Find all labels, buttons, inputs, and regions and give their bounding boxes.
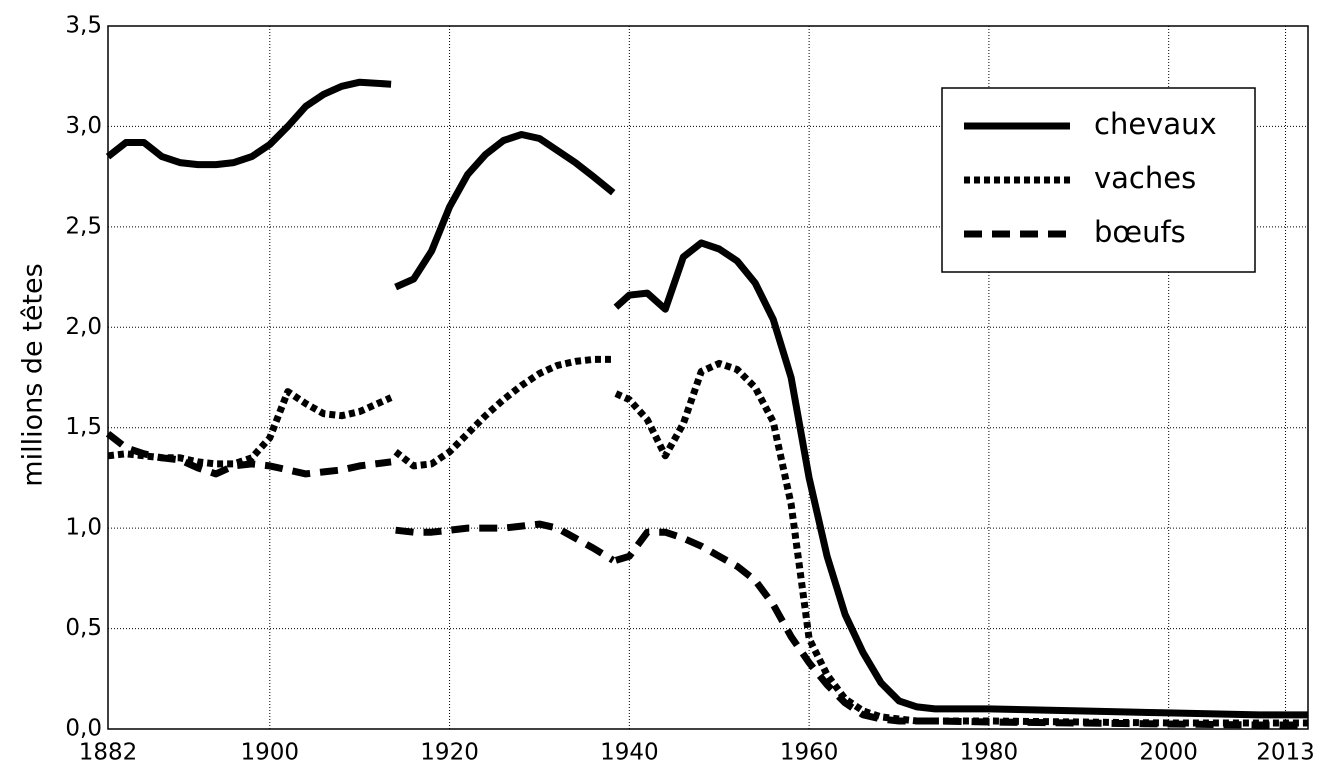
legend-label: vaches [1094,161,1196,195]
y-tick-label: 0,5 [65,615,102,641]
x-tick-label: 1900 [241,740,300,766]
y-tick-label: 3,5 [65,13,102,39]
y-tick-label: 2,0 [65,314,102,340]
line-series [105,78,1308,719]
x-tick-label: 1980 [960,740,1019,766]
line-series [105,430,1308,729]
y-axis-label: millions de têtes [18,263,49,486]
y-tick-label: 0,0 [65,716,102,742]
x-tick-label: 2000 [1139,740,1198,766]
x-tick-label: 1882 [79,740,138,766]
y-tick-label: 1,0 [65,515,102,541]
x-tick-label: 2013 [1256,740,1315,766]
x-tick-label: 1960 [780,740,839,766]
x-tick-label: 1920 [420,740,479,766]
y-tick-label: 1,5 [65,414,102,440]
y-tick-label: 2,5 [65,213,102,239]
y-tick-label: 3,0 [65,113,102,139]
plot-frame [107,25,1309,730]
line-series [107,355,1308,727]
legend-label: bœufs [1094,215,1186,249]
legend-label: chevaux [1094,107,1217,141]
x-tick-label: 1940 [600,740,659,766]
